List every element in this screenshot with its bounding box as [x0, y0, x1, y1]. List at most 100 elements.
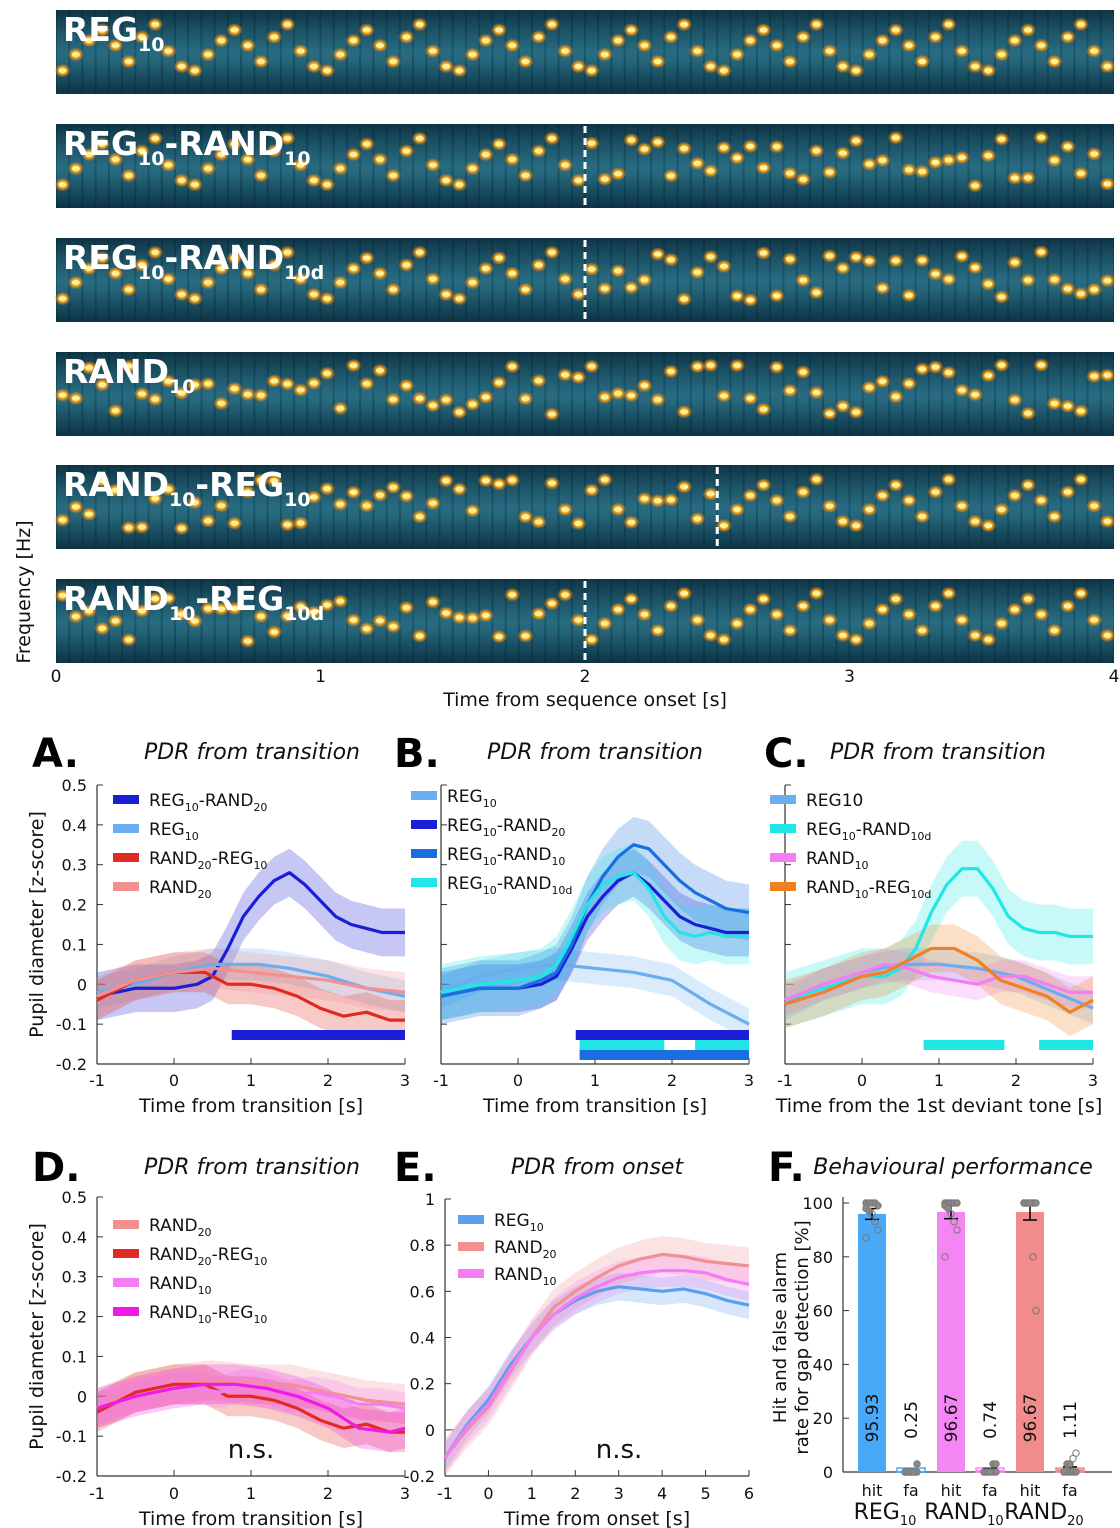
tone-pip-core: [680, 484, 689, 490]
spectral-smear: [400, 10, 413, 94]
spectral-smear: [1035, 124, 1047, 208]
spectral-smear: [757, 10, 770, 94]
spectral-smear: [334, 579, 346, 663]
spectral-smear: [586, 10, 598, 94]
spectral-smear: [1101, 352, 1113, 436]
panel-title: PDR from transition: [144, 740, 360, 765]
spectral-smear: [784, 10, 796, 94]
legend-label: REG10: [447, 787, 497, 810]
participant-dot: [992, 1468, 1000, 1476]
spectral-smear: [744, 465, 756, 549]
legend-label-mid: -RAND: [497, 845, 552, 865]
participant-dot: [953, 1199, 961, 1207]
spectral-smear: [374, 465, 386, 549]
legend-label-base: REG: [149, 820, 185, 840]
x-tick-label: -1: [777, 1071, 793, 1090]
spectral-smear: [228, 124, 241, 208]
tone-pip-core: [878, 38, 887, 43]
spectral-smear: [215, 238, 227, 322]
spectral-smear: [969, 238, 981, 322]
tone-pip-core: [719, 523, 728, 528]
tone-pip-core: [362, 255, 371, 261]
legend-swatch: [770, 853, 796, 862]
condition-label-mid: -RAND: [165, 124, 285, 163]
tone-pip-core: [852, 523, 861, 528]
group-label-sub: 20: [1067, 1514, 1084, 1528]
legend-label-mid: -RAND: [497, 874, 552, 894]
spectrogram-row: REG10-RAND10d: [54, 238, 1116, 322]
spectral-smear: [1101, 465, 1113, 549]
spectral-smear: [215, 579, 227, 663]
tone-pip-core: [349, 363, 358, 368]
tone-pip-core: [521, 396, 530, 402]
spectral-smear: [215, 10, 227, 94]
legend-label-sub: 10: [185, 830, 199, 843]
tone-pip-core: [455, 182, 464, 188]
series-error-band: [97, 848, 405, 1021]
spectral-smear: [480, 238, 492, 322]
condition-label-sub: 10d: [284, 603, 324, 625]
condition-label-sub: 10: [138, 34, 164, 56]
spectral-smear: [771, 352, 783, 436]
spectral-smear: [480, 10, 492, 94]
spectral-smear: [519, 124, 532, 208]
tone-pip-core: [971, 633, 980, 638]
tone-pip-core: [772, 364, 781, 370]
spectral-smear: [731, 124, 743, 208]
x-axis-label: Time from sequence onset [s]: [442, 689, 727, 711]
tone-pip-core: [362, 141, 371, 147]
tone-pip-core: [865, 161, 874, 167]
spectral-smear: [784, 238, 796, 322]
group-label: REG10: [854, 1500, 917, 1528]
spectral-smear: [387, 10, 399, 94]
tone-pip-core: [389, 484, 398, 490]
tone-pip-core: [600, 477, 609, 483]
series-line: [440, 871, 749, 998]
spectral-smear: [493, 579, 505, 663]
series-line: [96, 1382, 405, 1434]
tone-pip-core: [137, 524, 146, 530]
spectral-smear: [863, 238, 875, 322]
legend-label: RAND10: [806, 849, 869, 872]
tone-pip-core: [309, 292, 318, 297]
spectral-smear: [678, 10, 690, 94]
tone-pip-core: [468, 401, 477, 407]
spectral-smear: [1101, 579, 1113, 663]
tone-pip-core: [85, 608, 94, 614]
tone-pip-core: [931, 271, 940, 277]
spectral-smear: [189, 10, 201, 94]
spectral-smear: [321, 352, 333, 436]
spectral-smear: [1022, 579, 1034, 663]
x-tick-label: 1: [246, 1484, 256, 1503]
legend-label-base: REG: [447, 787, 483, 807]
tone-pip-core: [984, 153, 993, 159]
spectral-smear: [83, 465, 95, 549]
spectral-smear: [1022, 352, 1034, 436]
condition-label-sub: 10: [284, 489, 310, 511]
tone-pip-core: [309, 494, 318, 500]
tone-pip-core: [362, 381, 371, 387]
tone-pip-core: [508, 271, 517, 276]
spectral-smear: [149, 579, 161, 663]
tone-pip-core: [984, 523, 993, 528]
tone-pip-core: [1037, 498, 1046, 503]
spectral-smear: [440, 579, 452, 663]
tone-pip-core: [389, 624, 398, 629]
tone-pip-core: [98, 27, 107, 33]
condition-label-base: RAND: [63, 465, 169, 504]
tone-pip-core: [653, 498, 662, 504]
tone-pip-core: [614, 607, 623, 612]
tone-pip-core: [666, 497, 675, 503]
spectral-smear: [400, 579, 413, 663]
tone-pip-core: [415, 514, 424, 520]
spectral-smear: [123, 579, 135, 663]
tone-pip-core: [508, 43, 517, 48]
spectral-smear: [268, 124, 280, 208]
spectral-smear: [96, 124, 108, 208]
x-tick-label: 3: [614, 1484, 624, 1503]
tone-pip-core: [799, 603, 808, 609]
x-tick-label: 2: [323, 1484, 333, 1503]
spectral-smear: [321, 238, 333, 322]
legend-label-sub: 10d: [910, 888, 931, 901]
tone-pip-core: [600, 394, 609, 400]
